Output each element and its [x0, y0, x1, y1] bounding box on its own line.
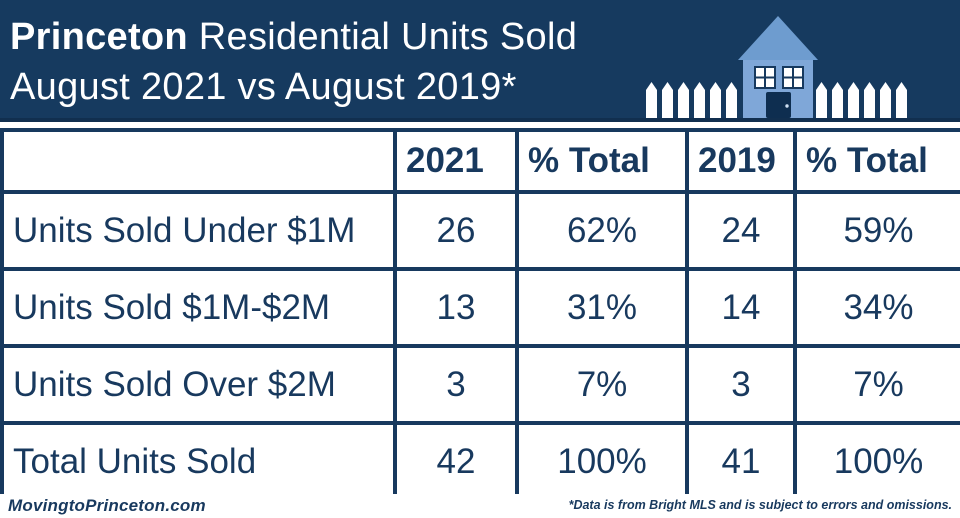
title-line-2: August 2021 vs August 2019*: [10, 66, 517, 108]
cell-units-2021: 3: [393, 344, 519, 425]
row-label: Units Sold Over $2M: [0, 344, 397, 425]
title-brand: Princeton: [10, 16, 188, 58]
table-header-row: 2021 % Total 2019 % Total: [0, 128, 960, 194]
row-label: Units Sold $1M-$2M: [0, 267, 397, 348]
column-header-pct-total-2019: % Total: [793, 128, 960, 194]
row-label: Total Units Sold: [0, 421, 397, 502]
cell-units-2019: 41: [685, 421, 797, 502]
picket-fence-right-icon: [816, 82, 907, 118]
cell-pct-2019: 100%: [793, 421, 960, 502]
row-label: Units Sold Under $1M: [0, 190, 397, 271]
picket-fence-left-icon: [646, 82, 737, 118]
cell-units-2019: 3: [685, 344, 797, 425]
units-sold-table: 2021 % Total 2019 % Total Units Sold Und…: [0, 128, 960, 502]
cell-units-2019: 24: [685, 190, 797, 271]
table-row: Units Sold Under $1M 26 62% 24 59%: [0, 190, 960, 271]
header-banner: Princeton Residential Units Sold August …: [0, 0, 960, 122]
title-line-1: Princeton Residential Units Sold: [10, 12, 577, 62]
column-header-pct-total-2021: % Total: [515, 128, 689, 194]
cell-pct-2019: 59%: [793, 190, 960, 271]
banner-bottom-edge: [0, 118, 960, 122]
cell-units-2019: 14: [685, 267, 797, 348]
footer: MovingtoPrinceton.com *Data is from Brig…: [0, 494, 960, 518]
table-row: Units Sold Over $2M 3 7% 3 7%: [0, 344, 960, 425]
column-header-2019: 2019: [685, 128, 797, 194]
cell-pct-2021: 31%: [515, 267, 689, 348]
table-row: Units Sold $1M-$2M 13 31% 14 34%: [0, 267, 960, 348]
footer-disclaimer: *Data is from Bright MLS and is subject …: [568, 498, 952, 512]
column-header-blank: [0, 128, 397, 194]
door-icon: [766, 92, 791, 118]
cell-units-2021: 13: [393, 267, 519, 348]
house-icon: [738, 16, 818, 118]
column-header-2021: 2021: [393, 128, 519, 194]
cell-units-2021: 42: [393, 421, 519, 502]
window-icon: [782, 66, 804, 89]
footer-website: MovingtoPrinceton.com: [8, 496, 206, 515]
cell-pct-2019: 34%: [793, 267, 960, 348]
house-with-picket-fence-icon: [646, 16, 907, 118]
cell-units-2021: 26: [393, 190, 519, 271]
cell-pct-2021: 62%: [515, 190, 689, 271]
cell-pct-2021: 7%: [515, 344, 689, 425]
cell-pct-2021: 100%: [515, 421, 689, 502]
title-rest: Residential Units Sold: [187, 16, 578, 58]
page-title: Princeton Residential Units Sold August …: [10, 12, 577, 112]
cell-pct-2019: 7%: [793, 344, 960, 425]
table-row-total: Total Units Sold 42 100% 41 100%: [0, 421, 960, 502]
window-icon: [754, 66, 776, 89]
